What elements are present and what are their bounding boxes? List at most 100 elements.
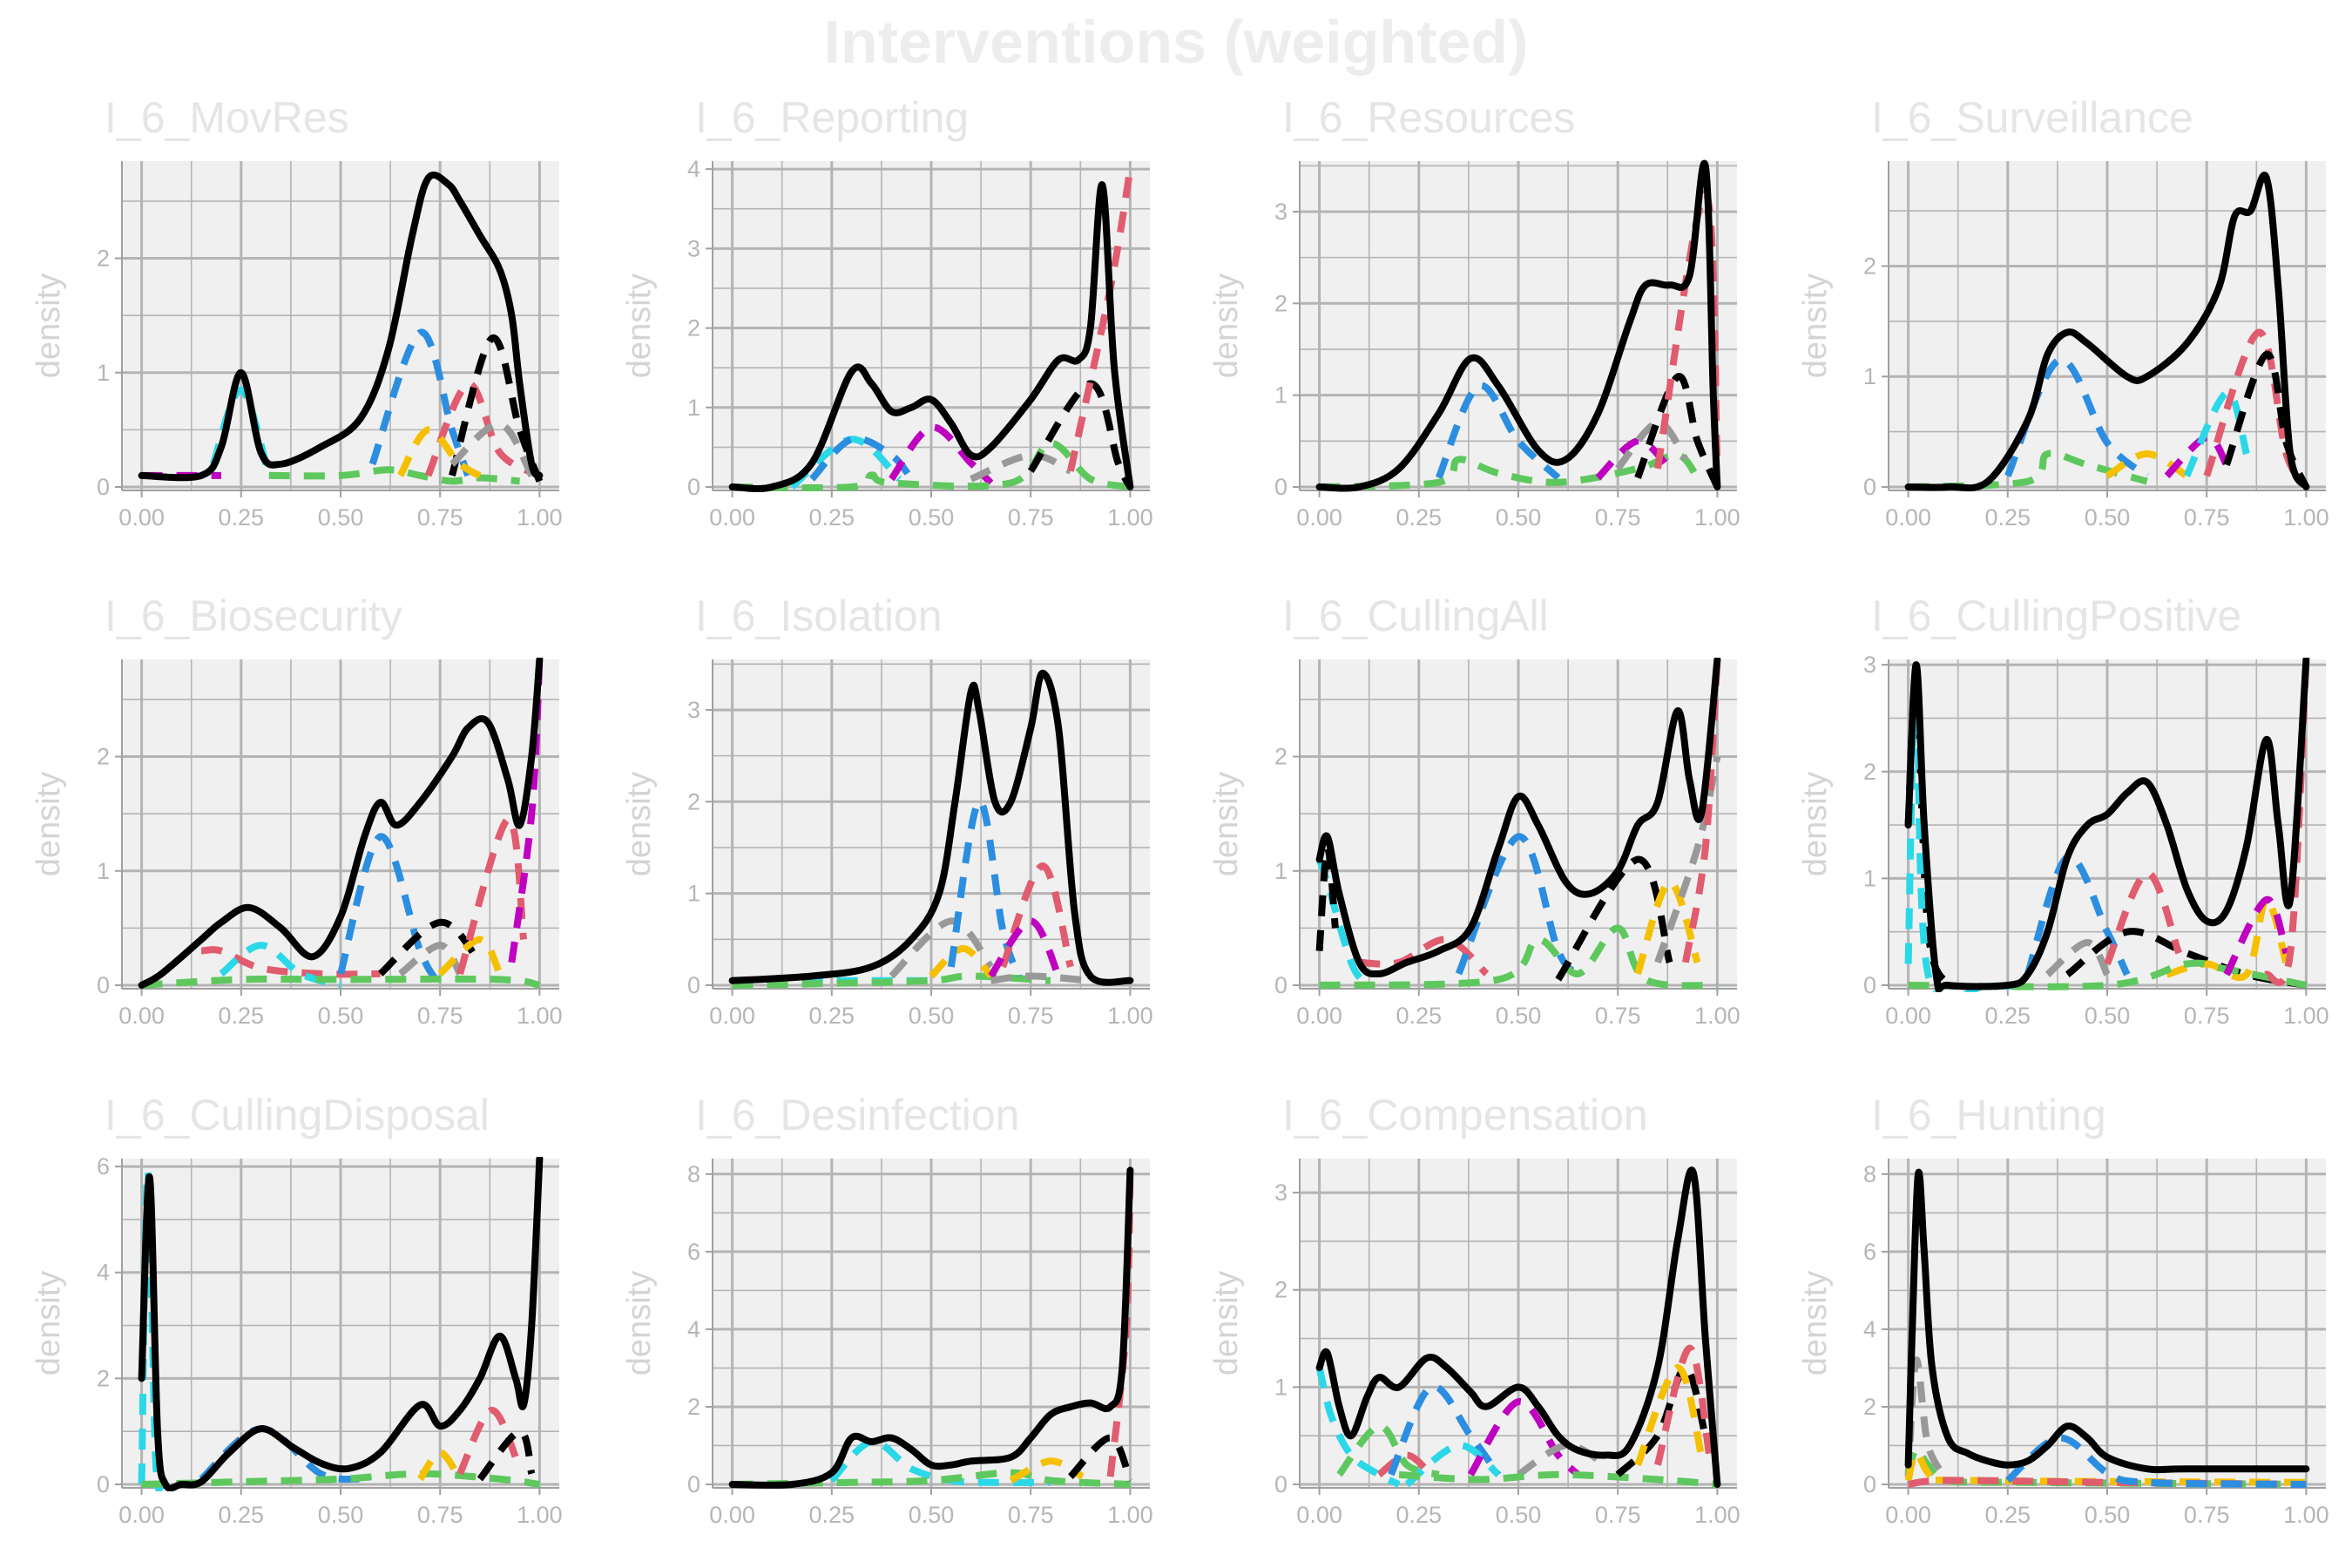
component-density-line [1634, 1364, 1705, 1467]
x-tick-label: 1.00 [1107, 504, 1153, 531]
density-lines [1904, 1168, 2310, 1488]
component-density-line [889, 917, 994, 979]
x-tick-label: 0.75 [2184, 1003, 2230, 1029]
total-density-line [1904, 658, 2310, 992]
y-axis-label: density [1797, 274, 1834, 378]
component-density-line [828, 1438, 1051, 1486]
x-tick-label: 0.75 [1595, 1502, 1641, 1528]
y-tick-label: 1 [1274, 382, 1288, 409]
x-tick-label: 0.50 [2085, 1003, 2131, 1029]
panel-title: I_6_Surveillance [1871, 93, 2193, 142]
x-tick-label: 0.25 [1396, 1003, 1443, 1029]
component-density-line [2105, 450, 2189, 479]
total-density-line [1315, 159, 1721, 492]
y-tick-label: 2 [1274, 1277, 1288, 1303]
x-tick-label: 1.00 [517, 504, 563, 531]
y-tick-label: 0 [97, 474, 110, 500]
y-tick-label: 2 [1274, 744, 1288, 770]
component-density-line [1634, 878, 1701, 976]
panel-title: I_6_Compensation [1282, 1091, 1648, 1139]
component-density-line [1315, 844, 1339, 951]
y-tick-label: 2 [97, 246, 110, 272]
component-density-line [999, 862, 1074, 969]
component-density-line [1319, 924, 1718, 990]
component-density-line [508, 659, 544, 963]
y-tick-label: 1 [97, 858, 110, 884]
component-density-line [2044, 939, 2111, 977]
component-density-line [437, 936, 504, 977]
y-tick-label: 0 [1274, 972, 1288, 998]
y-tick-label: 1 [1274, 1374, 1288, 1400]
x-tick-label: 0.50 [2085, 1502, 2131, 1528]
component-density-line [1654, 1344, 1713, 1466]
x-tick-label: 0.00 [709, 1502, 755, 1528]
x-tick-label: 0.00 [1296, 1003, 1342, 1029]
y-tick-label: 2 [687, 1394, 700, 1420]
component-density-line [889, 423, 994, 486]
x-tick-label: 0.25 [809, 1003, 855, 1029]
y-tick-label: 2 [1863, 253, 1876, 279]
y-tick-label: 4 [97, 1260, 110, 1286]
density-lines [1904, 172, 2310, 492]
x-tick-label: 0.25 [219, 1502, 265, 1528]
component-density-line [1615, 419, 1689, 471]
component-density-line [1067, 1434, 1134, 1483]
panel-title: I_6_CullingAll [1282, 591, 1549, 640]
y-axis-label: density [621, 1271, 658, 1375]
y-tick-label: 4 [687, 1316, 700, 1342]
component-density-line [1516, 1442, 1608, 1478]
y-tick-label: 3 [1274, 199, 1288, 225]
y-axis-label: density [621, 772, 658, 876]
x-tick-label: 0.50 [2085, 504, 2131, 531]
density-lines [1315, 1166, 1721, 1488]
y-tick-label: 1 [687, 395, 700, 421]
component-density-line [732, 1469, 1131, 1488]
component-density-line [732, 439, 1132, 492]
component-density-line [970, 451, 1072, 483]
panel-title: I_6_Isolation [695, 591, 943, 640]
component-density-line [1359, 936, 1490, 977]
component-density-line [424, 380, 542, 479]
y-tick-label: 0 [1863, 474, 1876, 500]
x-tick-label: 0.25 [1396, 1502, 1443, 1528]
panel-I_6_Desinfection: 0.00 0.25 0.50 0.75 1.00 0 2 4 6 8 I_6_Desinfectio… [621, 1091, 1153, 1528]
y-tick-label: 2 [687, 788, 700, 814]
x-tick-label: 1.00 [1694, 1003, 1740, 1029]
x-tick-label: 0.50 [1496, 1003, 1542, 1029]
density-lines [138, 658, 544, 989]
x-tick-label: 0.00 [118, 1502, 165, 1528]
x-tick-label: 0.25 [219, 504, 265, 531]
component-density-line [1435, 382, 1561, 481]
x-tick-label: 0.50 [1496, 1502, 1542, 1528]
y-tick-label: 0 [97, 1471, 110, 1497]
total-density-line [1315, 658, 1721, 978]
panel-title: I_6_Desinfection [695, 1091, 1019, 1139]
y-tick-label: 1 [1863, 363, 1876, 389]
component-density-line [2164, 433, 2230, 479]
component-density-line [476, 1428, 536, 1482]
density-lines [728, 669, 1134, 989]
component-density-line [1319, 451, 1700, 490]
y-tick-label: 0 [1274, 474, 1288, 500]
panel-title: I_6_MovRes [105, 93, 349, 142]
component-density-line [337, 833, 443, 988]
y-tick-label: 8 [687, 1161, 700, 1187]
total-density-line [728, 1166, 1134, 1489]
component-density-line [456, 815, 528, 976]
component-density-line [1376, 1451, 1434, 1478]
x-tick-label: 0.75 [2184, 1502, 2230, 1528]
x-tick-label: 0.50 [909, 1003, 955, 1029]
x-tick-label: 1.00 [1694, 504, 1740, 531]
x-tick-label: 0.50 [318, 1003, 364, 1029]
y-tick-label: 3 [1863, 652, 1876, 678]
component-density-line [929, 944, 994, 979]
y-tick-label: 1 [1274, 858, 1288, 884]
y-tick-label: 2 [97, 1365, 110, 1391]
panel-I_6_Reporting: 0.00 0.25 0.50 0.75 1.00 0 1 2 3 4 I_6_Reportingde… [621, 93, 1153, 531]
total-density-line [1904, 1168, 2310, 1474]
y-axis-label: density [1797, 772, 1834, 876]
x-tick-label: 0.25 [1985, 1502, 2031, 1528]
x-tick-label: 0.00 [1296, 1502, 1342, 1528]
